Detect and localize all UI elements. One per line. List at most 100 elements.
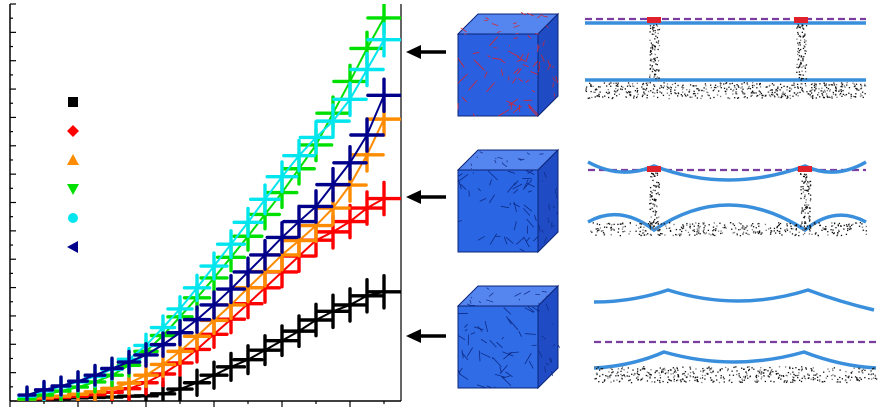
profile-top-pillar-2 <box>802 65 804 67</box>
profile-bottom-substrate <box>736 373 738 376</box>
cube-top-grain-side <box>547 60 551 67</box>
profile-bottom-substrate <box>638 374 640 376</box>
profile-top-pillar-2 <box>797 58 800 60</box>
profile-bottom-substrate <box>602 381 604 384</box>
profile-top-contact-2 <box>794 17 808 23</box>
profile-middle-substrate <box>643 234 645 236</box>
profile-middle-substrate <box>742 233 744 235</box>
cube-middle-grain-top <box>479 151 483 154</box>
profile-bottom-substrate <box>804 378 807 380</box>
profile-top-pillar-2 <box>802 27 804 29</box>
profile-bottom-lower-surface <box>593 350 877 370</box>
profile-middle-substrate <box>723 224 726 226</box>
profile-top-pillar-2 <box>798 76 801 79</box>
profile-bottom-substrate <box>676 366 678 369</box>
legend-marker-3 <box>67 154 79 165</box>
profile-top-pillar-1 <box>652 61 654 63</box>
profile-top-substrate <box>809 90 811 92</box>
profile-top-substrate <box>650 90 652 92</box>
cube-middle-grain-side <box>547 219 550 223</box>
profile-middle-substrate <box>682 224 684 226</box>
profile-top-pillar-2 <box>796 50 799 53</box>
profile-bottom-substrate <box>669 379 671 381</box>
profile-middle-pillar-1 <box>649 186 652 189</box>
profile-top-substrate <box>636 82 638 84</box>
profile-top-substrate <box>815 97 817 99</box>
profile-top-substrate <box>719 82 722 84</box>
profile-middle-pillar-1 <box>655 211 658 213</box>
cube-middle-grain <box>505 236 514 244</box>
profile-bottom-substrate <box>674 368 676 370</box>
profile-bottom-substrate <box>798 368 800 371</box>
profile-top-substrate <box>666 85 668 87</box>
profile-middle-substrate <box>837 224 839 226</box>
profile-bottom-substrate <box>794 374 796 377</box>
profile-middle-substrate <box>769 233 772 235</box>
profile-middle-substrate <box>712 226 715 228</box>
profile-middle-substrate <box>675 234 678 236</box>
cube-top-grain <box>501 60 506 64</box>
profile-middle-pillar-1 <box>649 199 651 201</box>
profile-bottom-substrate <box>831 368 834 370</box>
profile-top-substrate <box>696 97 699 99</box>
profile-middle-substrate <box>757 232 760 235</box>
profile-middle-substrate <box>850 224 853 226</box>
profile-middle-substrate <box>786 229 789 231</box>
profile-top-pillar-1 <box>656 36 659 39</box>
profile-middle-substrate <box>642 229 644 231</box>
profile-bottom-substrate <box>851 376 853 379</box>
profile-bottom-substrate <box>849 379 852 381</box>
profile-top-substrate <box>748 87 750 89</box>
profile-top-substrate <box>626 85 629 87</box>
profile-bottom-substrate <box>702 367 704 370</box>
profile-top-substrate <box>779 96 781 99</box>
profile-top-pillar-1 <box>651 47 654 49</box>
profile-top-substrate <box>856 88 858 90</box>
profile-top-substrate <box>608 83 610 85</box>
profile-bottom-substrate <box>742 376 745 378</box>
profile-bottom-substrate <box>636 368 639 370</box>
profile-bottom-substrate <box>792 367 794 370</box>
profile-top-substrate <box>840 85 842 88</box>
profile-bottom-substrate <box>758 372 760 374</box>
cube-bottom-grain-top <box>486 299 494 303</box>
profile-middle-pillar-2 <box>800 173 802 175</box>
cube-bottom-grain-side <box>550 371 554 377</box>
profile-top-substrate <box>612 97 614 99</box>
profile-bottom-substrate <box>795 367 797 369</box>
profile-top-substrate <box>595 88 598 90</box>
profile-top-pillar-2 <box>798 49 801 52</box>
profile-top-substrate <box>751 86 754 89</box>
cube-middle-grain <box>488 194 496 204</box>
profile-middle-substrate <box>696 231 698 233</box>
profile-middle-substrate <box>639 230 641 233</box>
profile-bottom-substrate <box>746 373 748 375</box>
profile-middle-substrate <box>640 223 643 225</box>
profile-bottom-substrate <box>770 374 772 376</box>
profile-bottom-substrate <box>728 374 731 376</box>
profile-top-substrate <box>700 97 702 100</box>
profile-top-pillar-1 <box>654 32 657 34</box>
cube-middle-grain <box>507 182 516 193</box>
profile-bottom-substrate <box>812 377 814 379</box>
profile-bottom-substrate <box>815 374 817 376</box>
cube-top-grain <box>512 105 522 114</box>
profile-top-substrate <box>762 94 764 97</box>
cube-middle-grain <box>526 218 535 228</box>
profile-middle-substrate <box>681 230 683 233</box>
cube-top-grain <box>457 73 468 84</box>
profile-middle-substrate <box>745 232 747 234</box>
profile-middle-substrate <box>635 230 637 232</box>
profile-top-substrate <box>842 89 844 92</box>
profile-top-substrate <box>821 92 823 95</box>
profile-middle-substrate <box>809 225 811 227</box>
profile-bottom-substrate <box>784 366 787 368</box>
profile-middle-pillar-1 <box>654 185 657 187</box>
profile-middle-pillar-2 <box>805 207 807 209</box>
profile-bottom-substrate <box>839 369 841 371</box>
profile-middle-pillar-1 <box>649 194 651 196</box>
profile-top-substrate <box>626 91 628 94</box>
profile-top-substrate <box>831 84 834 86</box>
cube-top-grain-side <box>540 54 545 62</box>
profile-middle-substrate <box>699 233 701 235</box>
